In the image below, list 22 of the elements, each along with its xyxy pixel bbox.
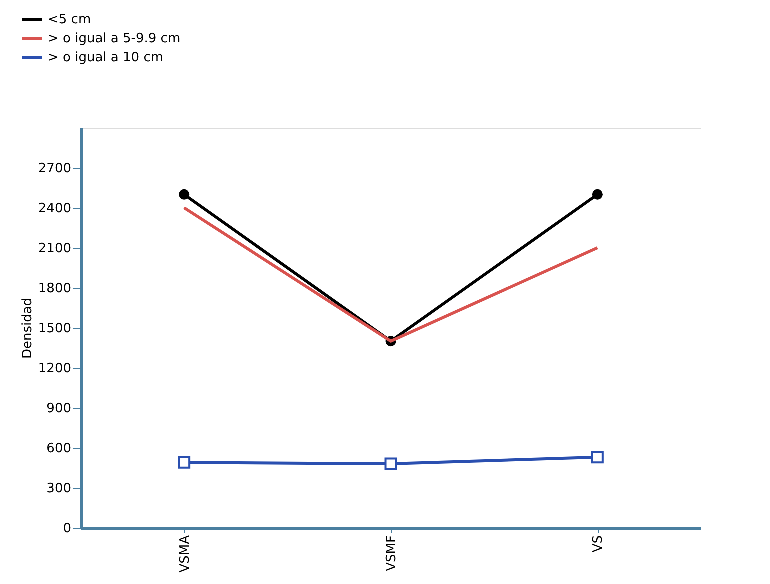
y-tick-label: 1800 [38,282,72,296]
point [179,189,190,200]
y-tick-label: 0 [63,522,72,536]
y-tick-label: 1200 [38,362,72,376]
y-tick-label: 2400 [38,202,72,216]
x-tick-label: VSMF [384,536,400,572]
legend-label: > o igual a 5-9.9 cm [48,32,181,46]
x-tick-label: VS [591,536,606,553]
point [384,458,398,470]
y-tick-label: 1500 [38,322,72,336]
y-tick-label: 300 [46,482,72,496]
point [591,451,604,464]
y-tick-label: 600 [46,442,72,456]
point [178,456,191,469]
point [592,189,603,200]
y-tick-label: 2700 [38,162,72,176]
y-tick-label: 2100 [38,242,72,256]
legend-label: > o igual a 10 cm [48,50,164,66]
y-axis-title: Densidad [20,298,36,360]
x-tick-label: VSMA [178,535,193,573]
y-tick-label: 900 [46,402,72,416]
legend-label: <5 cm [48,12,92,28]
